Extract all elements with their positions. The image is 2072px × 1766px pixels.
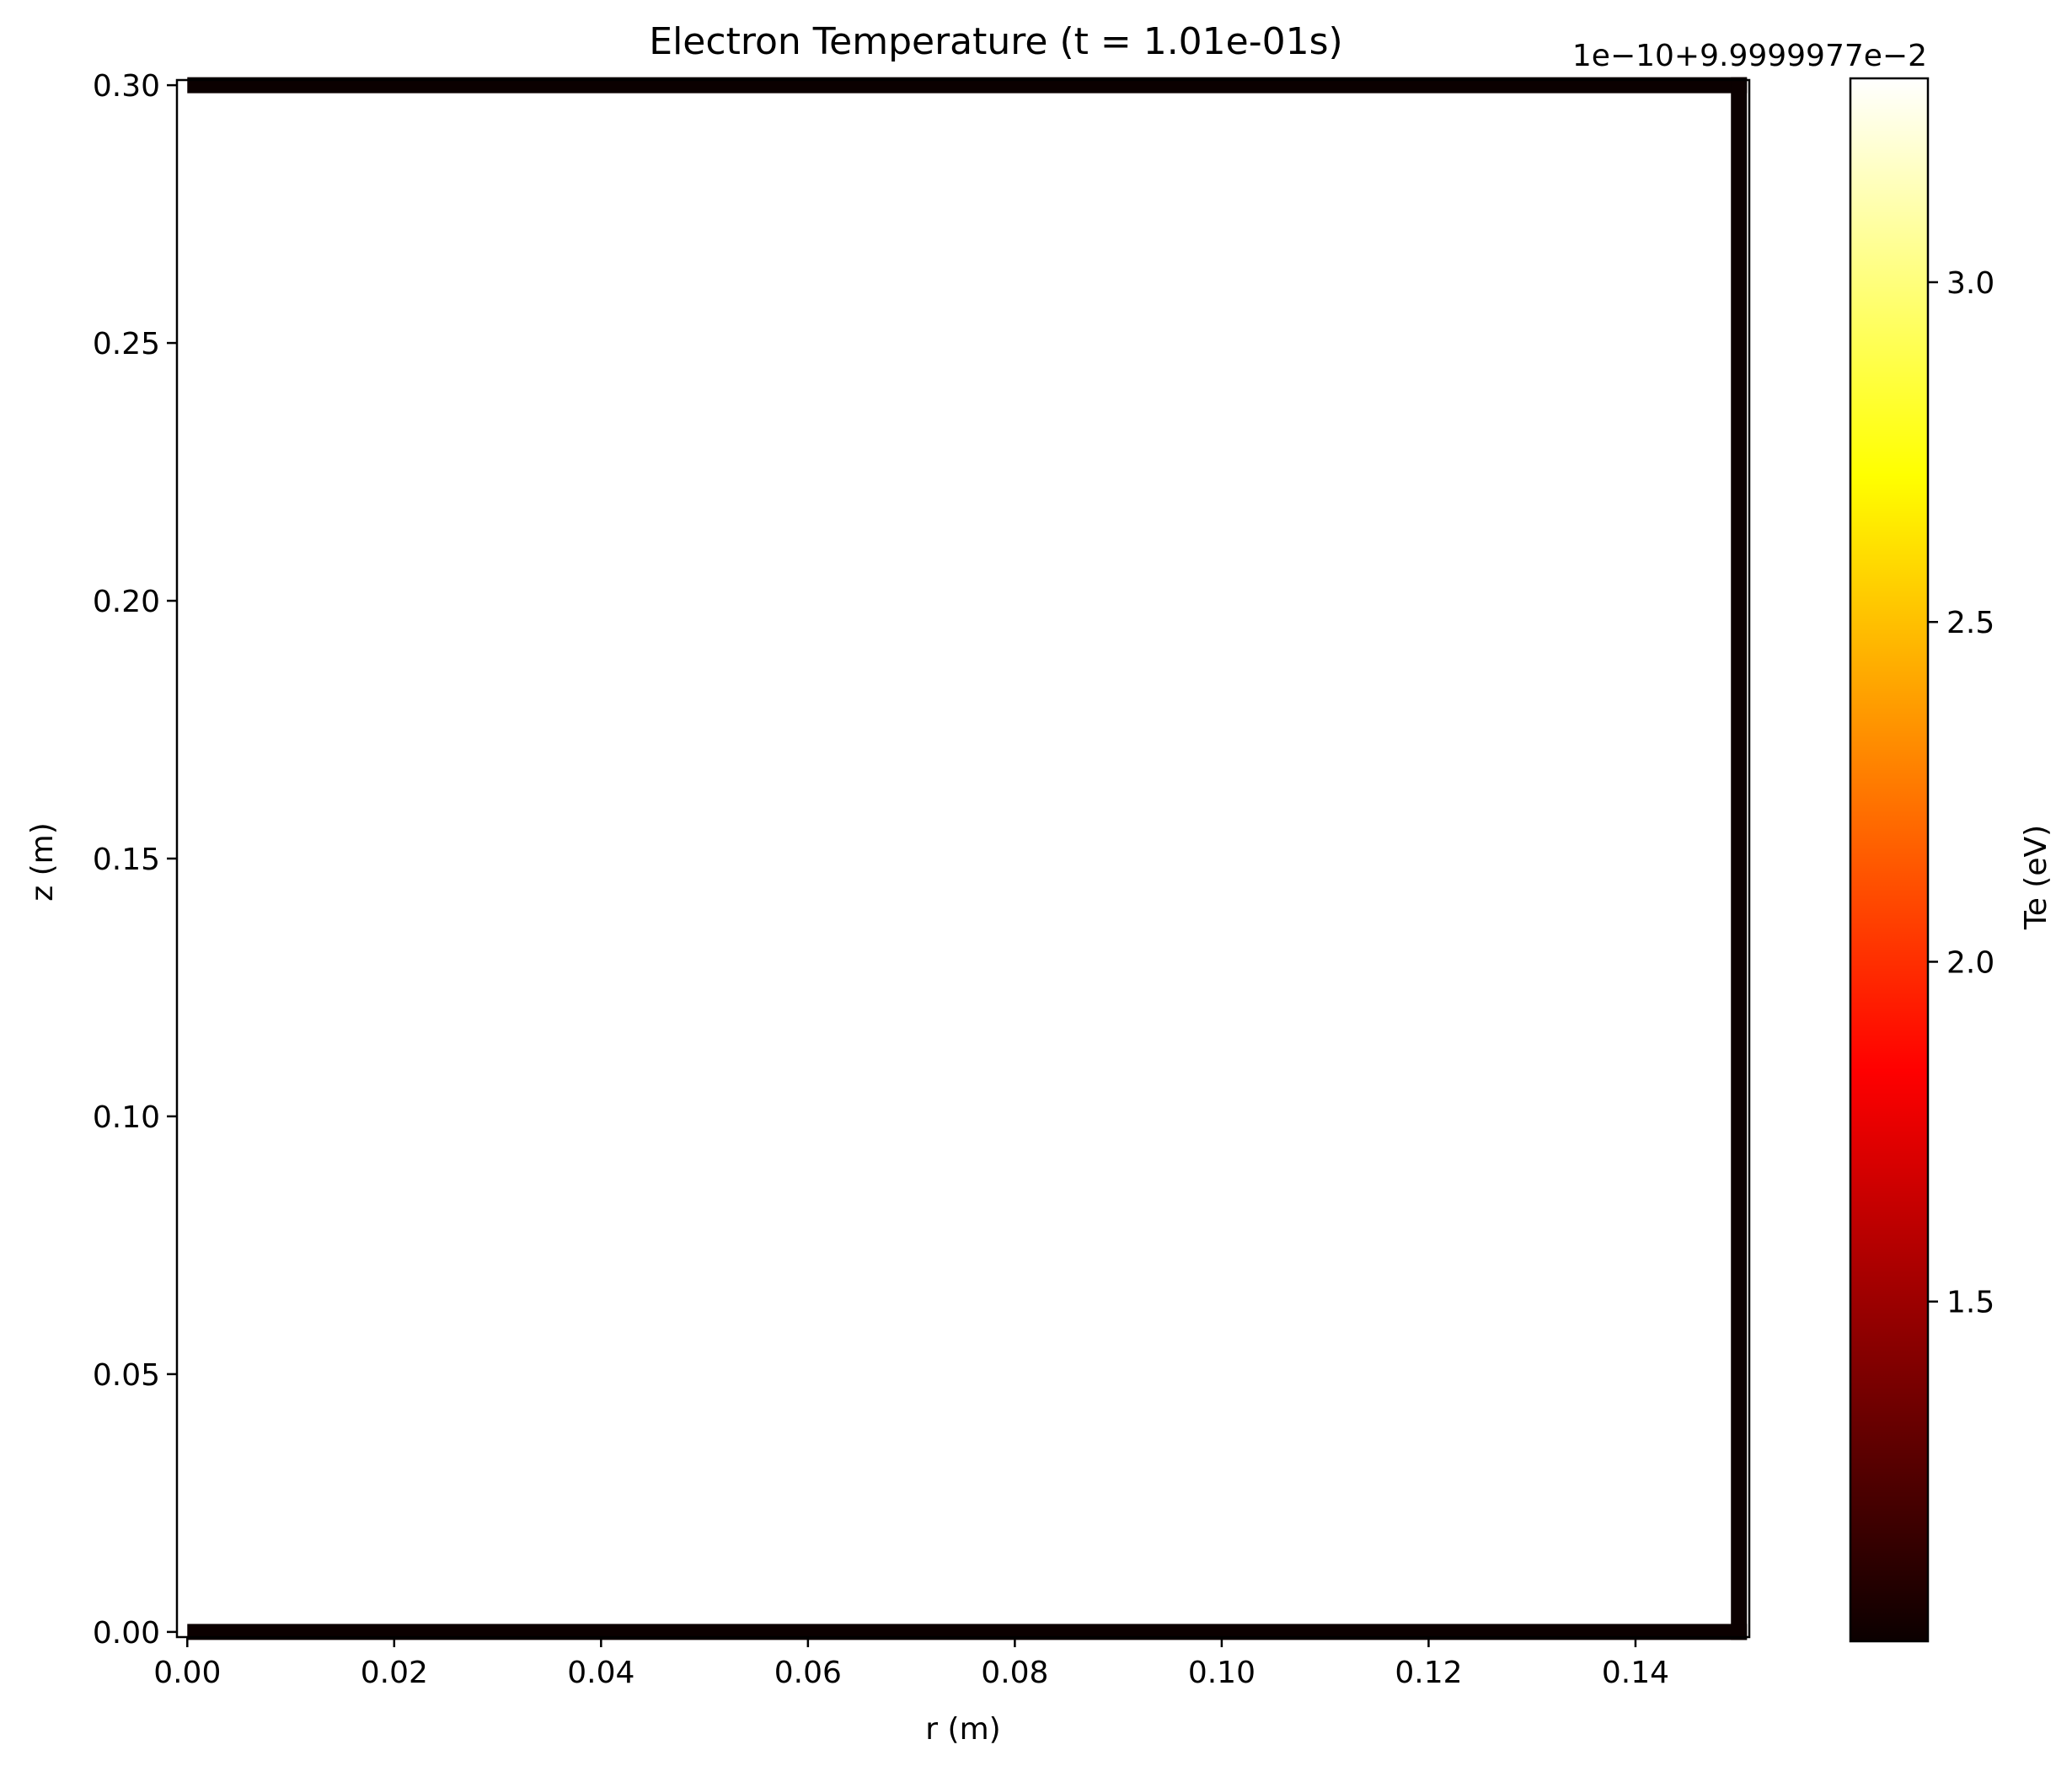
colorbar-label: Te (eV)	[2019, 825, 2053, 930]
x-axis-ticks: 0.00 0.02 0.04 0.06 0.08 0.10 0.12 0.14	[153, 1637, 1669, 1690]
x-tick-label: 0.04	[567, 1656, 634, 1690]
y-tick-label: 0.20	[93, 585, 160, 619]
colorbar-tick-label: 2.5	[1946, 606, 1994, 640]
x-tick-label: 0.00	[153, 1656, 221, 1690]
x-tick-label: 0.08	[981, 1656, 1048, 1690]
field-boundary-top	[187, 77, 1748, 94]
colorbar: 1.5 2.0 2.5 3.0 1e−10+9.9999977e−2 Te (eV)	[1572, 39, 2053, 1643]
field-interior-cell	[187, 85, 1739, 1632]
field-boundary-right	[1731, 77, 1748, 1640]
x-axis-label: r (m)	[925, 1712, 1000, 1747]
colorbar-frame	[1849, 77, 1930, 1643]
x-tick-label: 0.06	[774, 1656, 842, 1690]
y-tick-label: 0.00	[93, 1616, 160, 1651]
chart-title: Electron Temperature (t = 1.01e-01s)	[649, 20, 1342, 63]
colorbar-ticks: 1.5 2.0 2.5 3.0	[1928, 266, 1994, 1320]
y-tick-label: 0.10	[93, 1100, 160, 1135]
y-tick-label: 0.25	[93, 327, 160, 361]
y-axis-label: z (m)	[25, 822, 60, 902]
y-tick-label: 0.30	[93, 69, 160, 104]
x-tick-label: 0.12	[1395, 1656, 1462, 1690]
x-tick-label: 0.02	[361, 1656, 428, 1690]
temperature-field	[187, 77, 1748, 1640]
colorbar-gradient	[1850, 78, 1928, 1641]
x-tick-label: 0.14	[1602, 1656, 1669, 1690]
colorbar-tick-label: 1.5	[1946, 1286, 1994, 1320]
colorbar-offset-text: 1e−10+9.9999977e−2	[1572, 39, 1927, 73]
colorbar-tick-label: 2.0	[1946, 945, 1994, 980]
x-tick-label: 0.10	[1188, 1656, 1256, 1690]
field-boundary-bottom	[187, 1624, 1748, 1640]
plot-area: 0.00 0.02 0.04 0.06 0.08 0.10 0.12 0.14 0.000.0…	[93, 69, 1751, 1690]
y-tick-label: 0.05	[93, 1358, 160, 1393]
y-axis-ticks: 0.00 0.05 0.10 0.15 0.20 0.25 0.30	[93, 69, 177, 1651]
y-tick-label: 0.15	[93, 843, 160, 877]
colorbar-tick-label: 3.0	[1946, 266, 1994, 301]
